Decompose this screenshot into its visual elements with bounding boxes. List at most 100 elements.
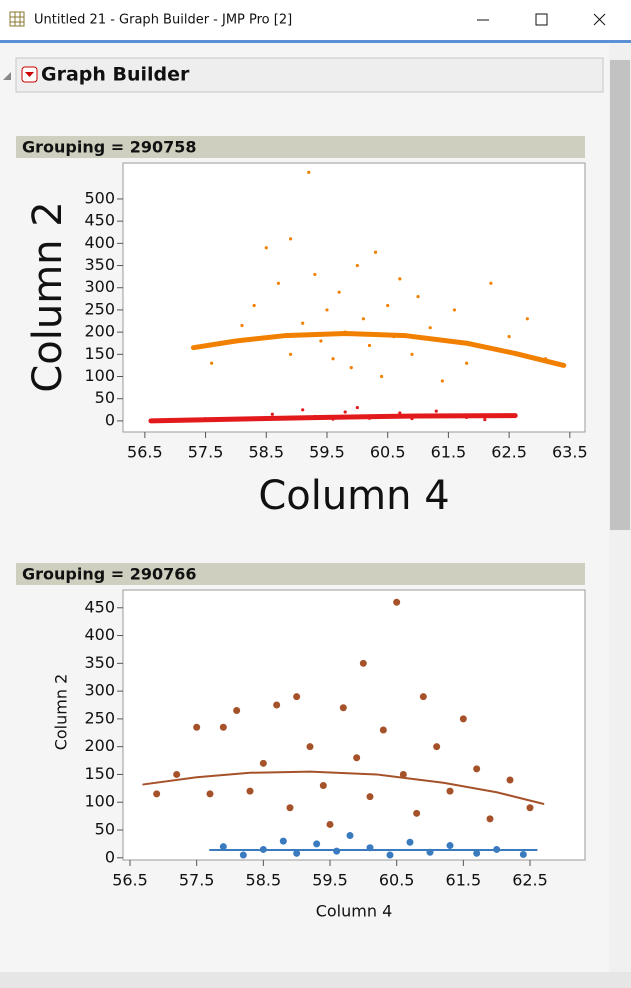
point — [273, 701, 281, 709]
point — [264, 246, 268, 250]
point — [367, 343, 372, 348]
point — [446, 787, 454, 795]
point — [459, 715, 467, 723]
window-title: Untitled 21 - Graph Builder - JMP Pro [2… — [34, 13, 292, 28]
x-tick-label: 62.5 — [491, 443, 527, 462]
point — [270, 412, 274, 416]
point — [240, 323, 244, 328]
point — [399, 770, 407, 778]
x-tick-label: 59.5 — [309, 443, 345, 462]
y-tick-label: 450 — [84, 597, 115, 616]
point — [366, 793, 374, 801]
y-tick-label: 150 — [84, 764, 115, 783]
point — [301, 321, 305, 325]
point — [386, 851, 394, 859]
group-header — [16, 136, 585, 158]
x-tick-label: 60.5 — [370, 443, 406, 462]
y-tick-label: 0 — [105, 847, 115, 866]
fit-line — [142, 770, 545, 805]
point — [413, 809, 421, 817]
point — [525, 317, 529, 321]
group-title: Grouping = 290766 — [22, 565, 197, 584]
point — [153, 790, 161, 798]
x-tick-label: 62.5 — [512, 871, 548, 890]
point — [486, 815, 494, 823]
close-button[interactable] — [593, 13, 606, 26]
maximize-button[interactable] — [535, 13, 548, 26]
y-tick-label: 50 — [95, 388, 115, 407]
group-header — [16, 563, 585, 585]
point — [380, 374, 384, 379]
point — [325, 308, 329, 312]
point — [331, 357, 335, 361]
point — [483, 417, 487, 422]
plot-area — [122, 162, 586, 433]
y-tick-label: 500 — [84, 188, 115, 207]
point — [279, 837, 287, 845]
point — [526, 804, 534, 812]
point — [386, 303, 390, 308]
x-tick-label: 56.5 — [127, 443, 163, 462]
fit-line — [148, 413, 518, 424]
y-axis-label: Column 2 — [52, 674, 71, 751]
point — [398, 277, 402, 281]
point — [519, 850, 527, 858]
point — [433, 743, 441, 751]
point — [343, 410, 347, 414]
y-tick-label: 200 — [84, 322, 115, 341]
point — [506, 776, 514, 784]
point — [346, 832, 354, 840]
x-tick-label: 57.5 — [179, 871, 215, 890]
point — [252, 303, 256, 308]
x-tick-label: 58.5 — [246, 871, 282, 890]
point — [434, 409, 438, 413]
x-tick-label: 58.5 — [248, 443, 284, 462]
title-bar — [0, 0, 631, 40]
point — [393, 598, 401, 606]
y-tick-label: 250 — [84, 299, 115, 318]
point — [410, 352, 414, 356]
point — [313, 840, 321, 848]
point — [286, 804, 294, 812]
header-bar — [15, 57, 604, 93]
y-tick-label: 300 — [84, 681, 115, 700]
x-tick-label: 56.5 — [112, 871, 148, 890]
point — [428, 326, 432, 330]
group-title: Grouping = 290758 — [22, 138, 197, 157]
app-icon-grid — [10, 12, 24, 26]
point — [333, 847, 341, 855]
point — [361, 317, 366, 321]
point — [355, 405, 359, 410]
scrollbar-thumb[interactable] — [610, 60, 630, 530]
point — [219, 723, 227, 731]
x-axis-label: Column 4 — [258, 473, 449, 519]
y-tick-label: 300 — [84, 277, 115, 296]
header-title: Graph Builder — [41, 64, 190, 86]
point — [406, 838, 414, 846]
point — [353, 754, 361, 762]
point — [416, 295, 420, 299]
x-tick-label: 61.5 — [431, 443, 467, 462]
point — [349, 366, 353, 370]
fit-line — [190, 330, 567, 368]
point — [206, 790, 214, 798]
point — [246, 787, 254, 795]
point — [210, 361, 214, 365]
point — [301, 408, 305, 412]
point — [446, 842, 454, 850]
point — [507, 334, 511, 339]
point — [276, 281, 281, 285]
point — [440, 379, 444, 383]
y-tick-label: 100 — [84, 792, 115, 811]
y-tick-label: 200 — [84, 736, 115, 755]
point — [306, 743, 314, 751]
x-axis-label: Column 4 — [316, 902, 393, 921]
point — [173, 770, 181, 778]
y-tick-label: 150 — [84, 344, 115, 363]
y-tick-label: 350 — [84, 255, 115, 274]
y-tick-label: 450 — [84, 211, 115, 230]
point — [326, 820, 334, 828]
disclosure-icon[interactable] — [3, 72, 11, 80]
